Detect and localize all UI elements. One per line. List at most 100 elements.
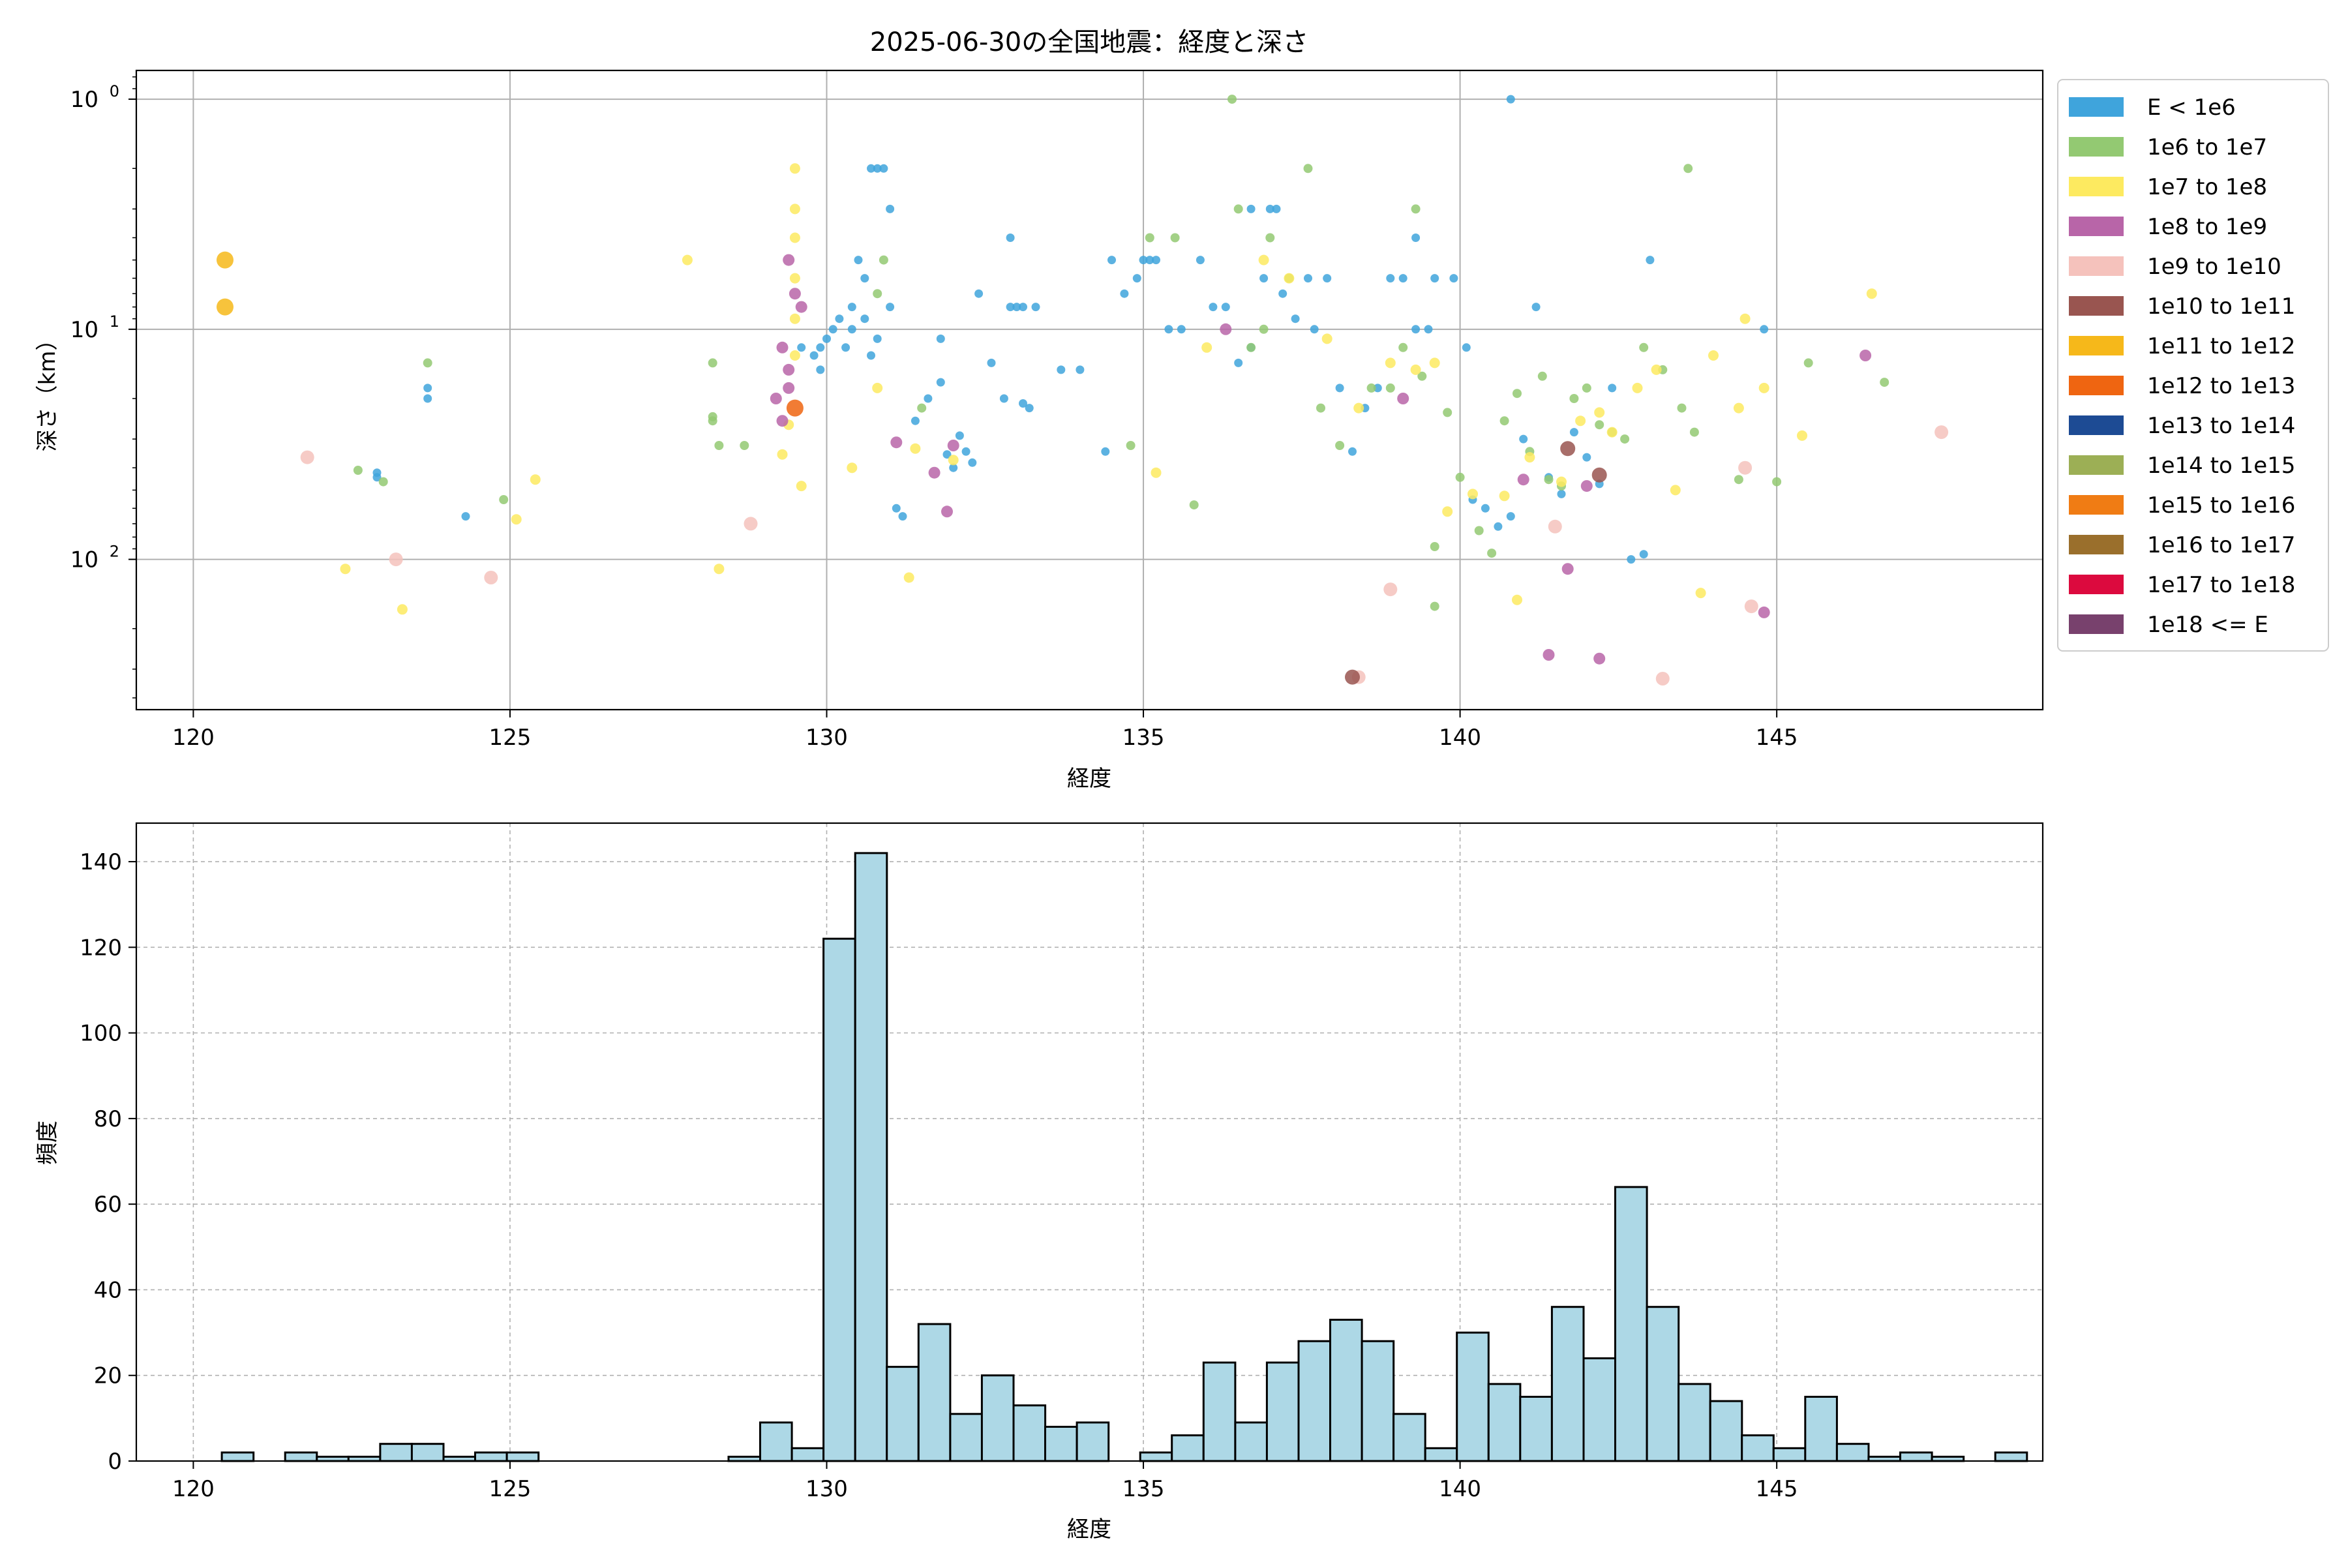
scatter-point (974, 289, 984, 298)
scatter-y-tick-exponent: 2 (110, 543, 119, 561)
legend-label: 1e9 to 1e10 (2147, 254, 2281, 280)
scatter-point (770, 393, 782, 404)
scatter-point (776, 415, 789, 427)
histogram-x-tick-label: 120 (172, 1476, 215, 1502)
scatter-point (1627, 555, 1636, 564)
scatter-point (1417, 371, 1427, 381)
scatter-point (1107, 256, 1116, 265)
histogram-y-tick-label: 140 (80, 849, 122, 875)
scatter-point (872, 382, 883, 393)
histogram-bar (1741, 1434, 1775, 1462)
scatter-point (1310, 325, 1319, 334)
scatter-point (530, 474, 541, 485)
scatter-point (217, 251, 233, 269)
scatter-point (1284, 273, 1295, 284)
legend-label: 1e10 to 1e11 (2147, 294, 2295, 320)
histogram-plot-frame (135, 822, 2044, 1462)
scatter-point (873, 289, 882, 299)
scatter-point (879, 255, 888, 265)
scatter-point (1517, 474, 1529, 486)
scatter-point (789, 273, 800, 284)
scatter-point (1591, 467, 1607, 483)
scatter-point (783, 363, 795, 376)
scatter-point (1734, 475, 1743, 485)
scatter-x-tick-label: 145 (1756, 725, 1798, 751)
legend-label: 1e8 to 1e9 (2147, 214, 2267, 240)
scatter-point (1608, 384, 1617, 393)
histogram-bar (1519, 1396, 1553, 1462)
scatter-point (1430, 274, 1439, 283)
legend-frame (2057, 79, 2329, 652)
legend-swatch (2069, 256, 2124, 276)
scatter-y-tick-exponent: 0 (110, 82, 119, 100)
scatter-point (867, 164, 875, 173)
scatter-point (886, 204, 895, 213)
scatter-point (1468, 489, 1478, 500)
scatter-point (714, 441, 724, 450)
histogram-bar (379, 1443, 414, 1462)
scatter-points (217, 95, 1949, 686)
scatter-plot-frame (135, 69, 2044, 711)
scatter-point (1164, 325, 1173, 334)
scatter-point (1744, 599, 1758, 614)
scatter-point (795, 301, 807, 313)
scatter-point (1595, 420, 1604, 430)
legend-swatch (2069, 336, 2124, 355)
scatter-point (1582, 453, 1591, 462)
scatter-point (1569, 428, 1578, 437)
scatter-point (1335, 441, 1345, 450)
scatter-point (378, 477, 388, 487)
histogram-x-ticks: 120 125 130 135 140 145 (172, 1461, 1798, 1502)
scatter-point (1670, 485, 1681, 496)
scatter-point (1758, 382, 1769, 393)
scatter-point (1639, 550, 1648, 559)
histogram-bar (1994, 1451, 2028, 1462)
scatter-point (1259, 324, 1269, 334)
scatter-point (1494, 522, 1503, 531)
scatter-point (1170, 233, 1180, 243)
scatter-point (1462, 343, 1471, 352)
scatter-point (1386, 274, 1395, 283)
scatter-point (1606, 427, 1618, 438)
legend-label: 1e13 to 1e14 (2147, 413, 2295, 439)
scatter-point (847, 325, 856, 334)
scatter-point (1797, 430, 1807, 441)
scatter-point (1019, 399, 1027, 408)
scatter-point (1499, 490, 1510, 502)
scatter-point (423, 394, 432, 403)
scatter-point (892, 504, 901, 513)
scatter-point (1866, 288, 1877, 299)
scatter-point (1398, 274, 1407, 283)
scatter-point (910, 443, 921, 454)
scatter-point (1398, 342, 1408, 352)
scatter-point (1221, 303, 1230, 312)
scatter-point (1006, 303, 1015, 312)
scatter-point (1580, 480, 1593, 492)
scatter-point (1019, 303, 1027, 312)
scatter-point (1560, 441, 1576, 457)
scatter-point (484, 571, 498, 584)
scatter-point (789, 350, 800, 361)
scatter-point (1145, 233, 1154, 243)
histogram-bar (1772, 1447, 1807, 1462)
scatter-y-tick-label: 10 (70, 547, 98, 573)
scatter-point (1695, 588, 1706, 599)
histogram-bar (1076, 1421, 1110, 1462)
histogram-x-tick-label: 135 (1122, 1476, 1165, 1502)
scatter-point (941, 505, 953, 518)
scatter-point (1397, 393, 1409, 404)
scatter-point (1632, 382, 1643, 393)
scatter-point (1934, 425, 1949, 440)
legend-swatch (2069, 376, 2124, 395)
scatter-point (1012, 303, 1021, 312)
histogram-bar (1835, 1443, 1870, 1462)
histogram-bar (1709, 1400, 1743, 1462)
scatter-point (1410, 364, 1421, 375)
scatter-point (947, 440, 959, 451)
histogram-x-tick-label: 130 (805, 1476, 848, 1502)
scatter-point (1303, 164, 1313, 173)
histogram-x-tick-label: 140 (1439, 1476, 1481, 1502)
scatter-point (860, 314, 869, 324)
histogram-bar (949, 1413, 984, 1462)
scatter-point (1594, 407, 1605, 418)
